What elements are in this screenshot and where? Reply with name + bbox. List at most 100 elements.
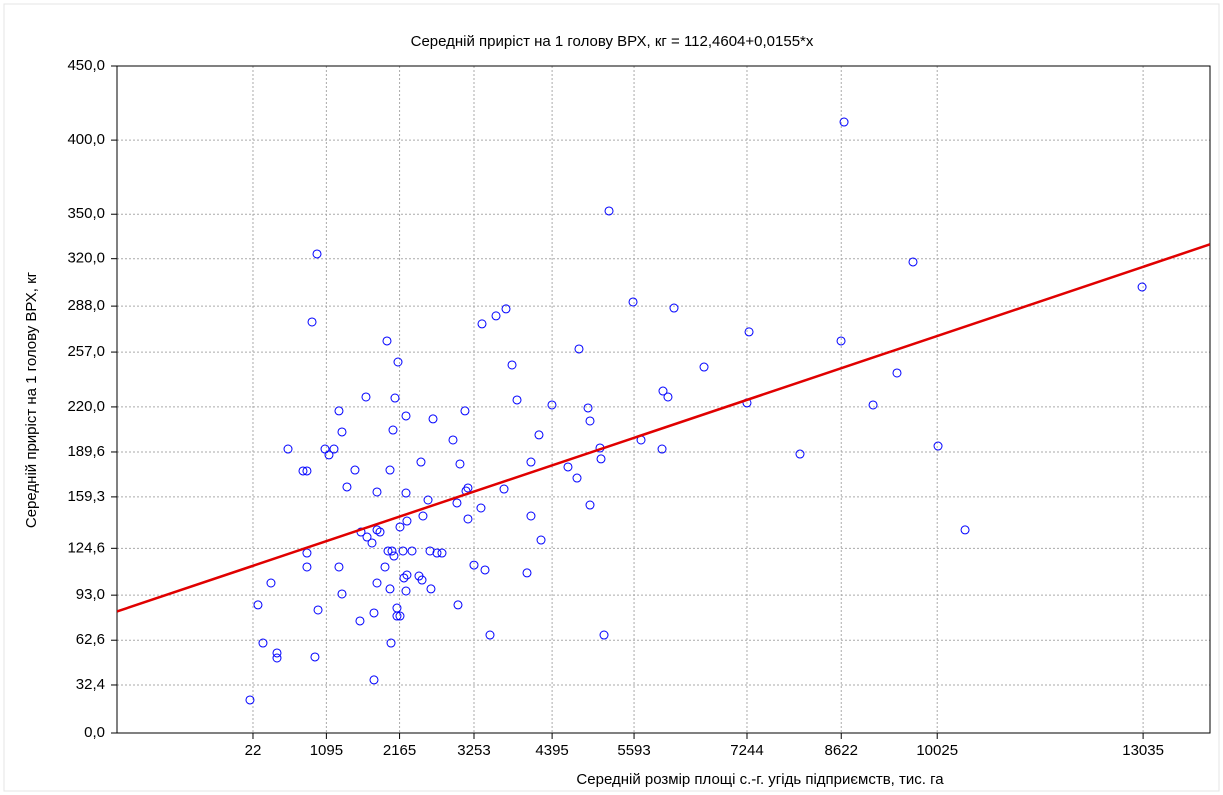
point (372, 525, 382, 535)
point (307, 317, 317, 327)
point (658, 386, 668, 396)
point (534, 430, 544, 440)
point (599, 630, 609, 640)
point (839, 117, 849, 127)
point (355, 616, 365, 626)
point (836, 336, 846, 346)
point (334, 562, 344, 572)
point (367, 538, 377, 548)
x-tick-label: 3253 (457, 742, 490, 759)
point (372, 578, 382, 588)
point (425, 546, 435, 556)
y-tick-label: 220,0 (67, 398, 105, 415)
x-tick-label: 22 (245, 742, 262, 759)
point (372, 487, 382, 497)
point (398, 546, 408, 556)
x-tick-label: 1095 (310, 742, 343, 759)
y-tick-label: 32,4 (76, 676, 105, 693)
point (395, 611, 405, 621)
point (390, 393, 400, 403)
point (402, 570, 412, 580)
point (387, 546, 397, 556)
point (380, 562, 390, 572)
point (469, 560, 479, 570)
point (385, 465, 395, 475)
point (455, 459, 465, 469)
point (437, 548, 447, 558)
point (426, 584, 436, 594)
point (563, 462, 573, 472)
y-tick-label: 400,0 (67, 131, 105, 148)
frame (3, 3, 1220, 792)
point (423, 495, 433, 505)
point (375, 527, 385, 537)
point (395, 522, 405, 532)
point (585, 500, 595, 510)
x-tick-label: 2165 (383, 742, 416, 759)
point (522, 568, 532, 578)
point (512, 395, 522, 405)
chart-title: Середній приріст на 1 голову ВРХ, кг = 1… (411, 33, 814, 50)
point (868, 400, 878, 410)
point (350, 465, 360, 475)
point (298, 466, 308, 476)
point (416, 457, 426, 467)
point (526, 511, 536, 521)
point (572, 473, 582, 483)
point (272, 648, 282, 658)
point (908, 257, 918, 267)
point (536, 535, 546, 545)
point (369, 675, 379, 685)
point (389, 551, 399, 561)
point (302, 548, 312, 558)
point (382, 336, 392, 346)
point (362, 532, 372, 542)
point (399, 573, 409, 583)
point (432, 548, 442, 558)
point (266, 578, 276, 588)
y-tick-label: 62,6 (76, 631, 105, 648)
x-tick-label: 8622 (825, 742, 858, 759)
point (960, 525, 970, 535)
point (476, 503, 486, 513)
point (485, 630, 495, 640)
point (369, 608, 379, 618)
point (744, 327, 754, 337)
point (386, 638, 396, 648)
point (1137, 282, 1147, 292)
x-tick-label: 4395 (535, 742, 568, 759)
y-tick-label: 320,0 (67, 250, 105, 267)
point (604, 206, 614, 216)
point (385, 584, 395, 594)
y-tick-label: 189,6 (67, 443, 105, 460)
point (491, 311, 501, 321)
point (258, 638, 268, 648)
point (499, 484, 509, 494)
point (393, 357, 403, 367)
y-tick-label: 0,0 (84, 724, 105, 741)
point (463, 483, 473, 493)
point (324, 450, 334, 460)
point (329, 444, 339, 454)
y-tick-label: 288,0 (67, 297, 105, 314)
point (501, 304, 511, 314)
y-tick-label: 257,0 (67, 343, 105, 360)
point (392, 603, 402, 613)
point (463, 514, 473, 524)
point (401, 411, 411, 421)
point (337, 589, 347, 599)
point (507, 360, 517, 370)
point (583, 403, 593, 413)
y-tick-label: 350,0 (67, 205, 105, 222)
point (453, 600, 463, 610)
point (477, 319, 487, 329)
point (334, 406, 344, 416)
point (892, 368, 902, 378)
point (526, 457, 536, 467)
point (312, 249, 322, 259)
point (417, 575, 427, 585)
y-tick-label: 450,0 (67, 57, 105, 74)
point (302, 562, 312, 572)
